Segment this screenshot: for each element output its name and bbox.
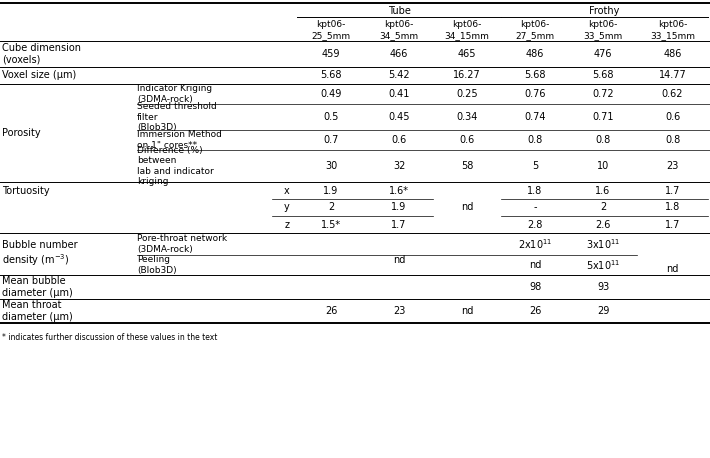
Text: 0.8: 0.8 — [665, 135, 680, 145]
Text: 1.7: 1.7 — [665, 185, 680, 196]
Text: 486: 486 — [526, 49, 544, 59]
Text: 2.8: 2.8 — [528, 219, 542, 229]
Text: Mean bubble
diameter (μm): Mean bubble diameter (μm) — [2, 276, 72, 298]
Text: kpt06-
33_5mm: kpt06- 33_5mm — [584, 20, 623, 40]
Text: nd: nd — [666, 264, 679, 274]
Text: 0.62: 0.62 — [662, 89, 683, 99]
Text: z: z — [285, 219, 290, 229]
Text: Difference (%)
between
lab and indicator
kriging: Difference (%) between lab and indicator… — [137, 146, 214, 186]
Text: 1.6*: 1.6* — [389, 185, 409, 196]
Text: 0.5: 0.5 — [323, 112, 339, 122]
Text: 0.72: 0.72 — [592, 89, 614, 99]
Text: kpt06-
33_15mm: kpt06- 33_15mm — [650, 20, 695, 40]
Text: 23: 23 — [393, 306, 405, 316]
Text: Voxel size (μm): Voxel size (μm) — [2, 71, 76, 81]
Text: 23: 23 — [666, 161, 679, 171]
Text: 26: 26 — [529, 306, 541, 316]
Text: Seeded threshold
filter
(Blob3D): Seeded threshold filter (Blob3D) — [137, 102, 217, 132]
Text: kpt06-
27_5mm: kpt06- 27_5mm — [515, 20, 555, 40]
Text: 2.6: 2.6 — [595, 219, 611, 229]
Text: 465: 465 — [458, 49, 476, 59]
Text: Frothy: Frothy — [589, 6, 620, 16]
Text: 5.68: 5.68 — [320, 71, 342, 81]
Text: 0.6: 0.6 — [391, 135, 407, 145]
Text: kpt06-
34_5mm: kpt06- 34_5mm — [379, 20, 419, 40]
Text: 5.42: 5.42 — [388, 71, 410, 81]
Text: Immersion Method
on 1" cores**: Immersion Method on 1" cores** — [137, 130, 222, 150]
Text: 1.9: 1.9 — [391, 202, 407, 213]
Text: 93: 93 — [597, 282, 609, 292]
Text: Indicator Kriging
(3DMA-rock): Indicator Kriging (3DMA-rock) — [137, 84, 212, 104]
Text: 32: 32 — [393, 161, 405, 171]
Text: 0.25: 0.25 — [457, 89, 478, 99]
Text: 2: 2 — [328, 202, 334, 213]
Text: 98: 98 — [529, 282, 541, 292]
Text: 5.68: 5.68 — [524, 71, 546, 81]
Text: Peeling
(Blob3D): Peeling (Blob3D) — [137, 255, 177, 275]
Text: 26: 26 — [324, 306, 337, 316]
Text: 0.71: 0.71 — [592, 112, 613, 122]
Text: Tortuosity: Tortuosity — [2, 185, 50, 196]
Text: * indicates further discussion of these values in the text: * indicates further discussion of these … — [2, 333, 217, 342]
Text: 0.6: 0.6 — [665, 112, 680, 122]
Text: Mean throat
diameter (μm): Mean throat diameter (μm) — [2, 300, 72, 322]
Text: kpt06-
34_15mm: kpt06- 34_15mm — [444, 20, 489, 40]
Text: 16.27: 16.27 — [453, 71, 481, 81]
Text: nd: nd — [461, 306, 473, 316]
Text: 5x10$^{11}$: 5x10$^{11}$ — [586, 258, 621, 272]
Text: 0.49: 0.49 — [320, 89, 342, 99]
Text: 0.41: 0.41 — [388, 89, 410, 99]
Text: 58: 58 — [461, 161, 473, 171]
Text: nd: nd — [461, 202, 473, 213]
Text: 0.76: 0.76 — [524, 89, 546, 99]
Text: kpt06-
25_5mm: kpt06- 25_5mm — [312, 20, 351, 40]
Text: 2: 2 — [600, 202, 606, 213]
Text: 0.8: 0.8 — [596, 135, 611, 145]
Text: 30: 30 — [325, 161, 337, 171]
Text: Porosity: Porosity — [2, 128, 40, 138]
Text: x: x — [284, 185, 290, 196]
Text: 2x10$^{11}$: 2x10$^{11}$ — [518, 237, 552, 251]
Text: Pore-throat network
(3DMA-rock): Pore-throat network (3DMA-rock) — [137, 234, 227, 254]
Text: nd: nd — [393, 255, 405, 265]
Text: 0.6: 0.6 — [459, 135, 474, 145]
Text: Cube dimension
(voxels): Cube dimension (voxels) — [2, 43, 81, 65]
Text: 476: 476 — [594, 49, 612, 59]
Text: 0.8: 0.8 — [528, 135, 542, 145]
Text: y: y — [284, 202, 290, 213]
Text: 1.9: 1.9 — [323, 185, 339, 196]
Text: 0.7: 0.7 — [323, 135, 339, 145]
Text: 29: 29 — [597, 306, 609, 316]
Text: 10: 10 — [597, 161, 609, 171]
Text: 3x10$^{11}$: 3x10$^{11}$ — [586, 237, 621, 251]
Text: 486: 486 — [663, 49, 682, 59]
Text: 5: 5 — [532, 161, 538, 171]
Text: 1.7: 1.7 — [391, 219, 407, 229]
Text: Tube: Tube — [388, 6, 410, 16]
Text: 0.74: 0.74 — [524, 112, 546, 122]
Text: 1.8: 1.8 — [665, 202, 680, 213]
Text: 0.45: 0.45 — [388, 112, 410, 122]
Text: -: - — [533, 202, 537, 213]
Text: 1.6: 1.6 — [596, 185, 611, 196]
Text: 5.68: 5.68 — [592, 71, 613, 81]
Text: 14.77: 14.77 — [659, 71, 687, 81]
Text: 466: 466 — [390, 49, 408, 59]
Text: 459: 459 — [322, 49, 340, 59]
Text: nd: nd — [529, 260, 541, 270]
Text: 1.8: 1.8 — [528, 185, 542, 196]
Text: Bubble number
density (m$^{-3}$): Bubble number density (m$^{-3}$) — [2, 240, 77, 268]
Text: 1.7: 1.7 — [665, 219, 680, 229]
Text: 0.34: 0.34 — [457, 112, 478, 122]
Text: 1.5*: 1.5* — [321, 219, 341, 229]
